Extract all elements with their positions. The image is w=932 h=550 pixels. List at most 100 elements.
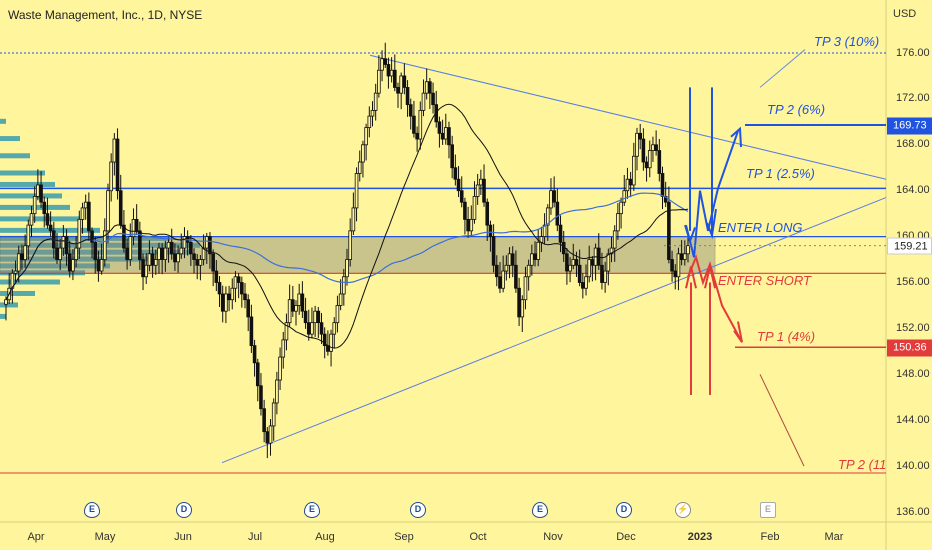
candle-body [542,224,547,237]
volume-profile-bar [0,216,80,222]
candle-body [364,127,368,146]
long-path-arrow [685,130,739,258]
candle-body [421,92,426,111]
candle-body [55,247,59,260]
y-tick-label: 156.00 [896,276,930,288]
candle-body [319,322,324,335]
enter-long-label[interactable]: ENTER LONG [718,220,803,235]
candle-body [622,190,627,203]
candle-body [568,264,572,272]
long-arrow-head [730,126,742,148]
candle-body [393,69,397,88]
tp1-long-label[interactable]: TP 1 (2.5%) [746,166,815,181]
candle-body [351,207,356,232]
x-tick-label: Nov [543,531,563,543]
candle-body [322,333,327,347]
candle-body [584,276,588,289]
candle-body [561,241,566,255]
candle-body [663,196,668,203]
candle-body [58,247,62,260]
candle-body [660,173,665,197]
candle-body [628,178,633,186]
candle-body [555,201,560,226]
candle-body [141,259,145,278]
candle-body [306,322,311,335]
candle-body [485,201,490,226]
dividend-event-icon[interactable]: D [410,502,426,518]
candle-body [300,293,305,312]
y-tick-label: 152.00 [896,322,930,334]
candle-body [651,144,655,151]
volume-profile-bar [0,235,170,241]
candle-body [357,161,362,174]
y-tick-label: 144.00 [896,414,930,426]
x-tick-label: Apr [27,531,45,543]
candle-body [488,224,493,237]
candle-body [459,190,464,203]
candle-body [189,241,193,255]
x-tick-label: Dec [616,531,636,543]
dividend-event-icon[interactable]: D [176,502,192,518]
y-tick-label: 164.00 [896,184,930,196]
candle-body [310,322,314,335]
candle-body [603,270,607,283]
earnings-event-icon[interactable]: E [532,502,548,518]
candle-body [96,259,101,272]
candle-body [77,218,82,249]
earnings-event-icon[interactable]: E [84,502,100,518]
volume-profile-bar [0,290,35,296]
x-tick-label: Aug [315,531,335,543]
volume-profile-bar [0,118,6,124]
tp1-short-label[interactable]: TP 1 (4%) [757,329,816,344]
candle-body [83,201,88,209]
candle-body [36,184,40,197]
candle-body [625,178,630,192]
volume-profile-bar [0,263,110,269]
flash-event-icon[interactable]: ⚡ [675,502,691,518]
earnings-event-icon[interactable]: E [304,502,320,518]
candle-body [61,236,66,249]
dividend-event-icon[interactable]: D [616,502,632,518]
candle-body [523,276,528,301]
candle-body [389,69,394,77]
candle-body [39,184,43,203]
candle-body [26,224,31,247]
candle-body [224,293,228,312]
candle-body [632,155,636,186]
y-tick-label: 136.00 [896,506,930,518]
candle-body [456,178,461,192]
tp2-short-label[interactable]: TP 2 (11 [838,457,887,472]
candle-body [204,236,209,249]
candle-body [297,293,301,306]
volume-profile-bar [0,279,60,285]
candle-body [345,259,349,278]
candle-body [472,196,477,220]
candle-body [370,109,375,117]
candle-body [431,92,435,106]
x-tick-label: Sep [394,531,414,543]
candle-body [48,224,53,232]
candle-body [514,264,518,289]
enter-short-label[interactable]: ENTER SHORT [718,273,811,288]
x-tick-label: Jun [174,531,192,543]
candle-body [507,253,512,266]
candle-body [227,293,231,301]
volume-profile-bar [0,170,45,176]
earnings-future-icon[interactable]: E [760,502,776,518]
candle-body [67,253,72,272]
candle-body [526,264,531,278]
tp3-label[interactable]: TP 3 (10%) [814,34,880,49]
volume-profile-bar [0,181,55,187]
candle-body [600,264,604,283]
symbol-title[interactable]: Waste Management, Inc., 1D, NYSE [8,8,203,22]
y-tick-label: 168.00 [896,138,930,150]
candle-body [494,264,499,278]
volume-profile-bar [0,302,18,308]
tp2-long-label[interactable]: TP 2 (6%) [767,102,826,117]
candle-body [616,213,620,232]
candle-body [361,144,365,163]
lower-trend-line [221,197,887,464]
long-down-arrow-head [684,224,696,245]
